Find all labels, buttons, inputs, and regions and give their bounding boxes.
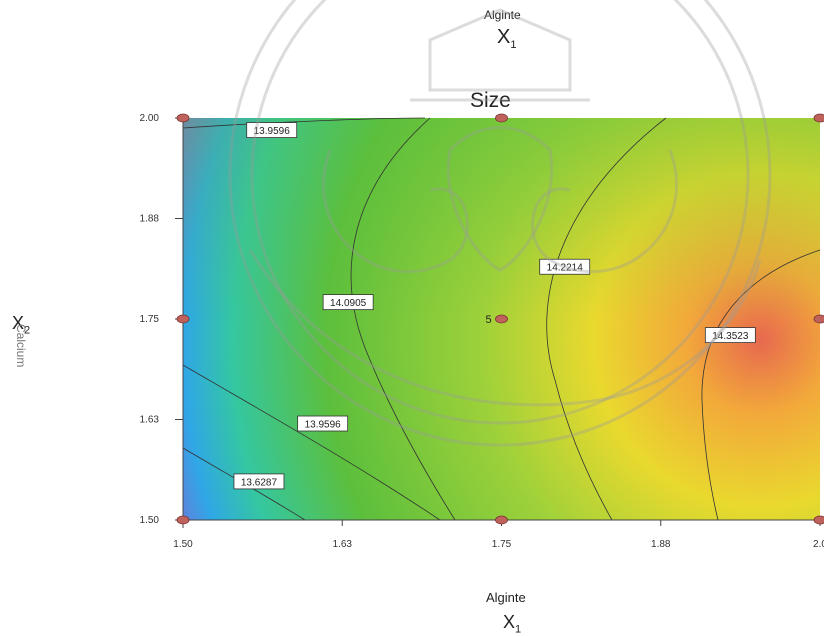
x-tick-label: 1.75 — [492, 539, 512, 550]
contour-line-14-3523 — [701, 249, 821, 521]
contour-label-text: 13.9596 — [305, 420, 342, 431]
contour-line-14-0905 — [350, 117, 456, 521]
x-axis-label: Alginte — [486, 590, 526, 605]
design-point — [176, 113, 190, 123]
contour-line-14-2214 — [546, 117, 667, 521]
y-tick-label: 2.00 — [140, 113, 160, 124]
design-point — [813, 314, 824, 324]
design-point — [176, 515, 190, 525]
design-point — [813, 113, 824, 123]
design-point — [176, 314, 190, 324]
design-points: 5 — [176, 113, 824, 525]
top-axis-name: Alginte — [484, 8, 521, 22]
y-tick-label: 1.63 — [140, 415, 160, 426]
x-tick-label: 1.50 — [173, 539, 193, 550]
top-axis-symbol-letter: X — [497, 26, 511, 48]
contour-label-text: 13.9596 — [254, 126, 291, 137]
contour-label-box — [322, 294, 374, 311]
contour-label: 14.0905 — [322, 294, 374, 311]
contour-label-text: 13.6287 — [241, 477, 278, 488]
x-tick-label: 1.63 — [333, 539, 353, 550]
y-tick-label: 1.88 — [140, 214, 160, 225]
x-axis-symbol: X1 — [503, 612, 521, 636]
design-point — [495, 314, 508, 324]
contour-line-13-9596-lower — [182, 364, 441, 521]
contour-label: 14.2214 — [539, 258, 591, 275]
contour-labels: 13.9596 14.0905 14.2214 14.3523 13.9596 13.62… — [233, 122, 756, 490]
contour-label-box — [233, 473, 285, 490]
design-point — [495, 515, 508, 525]
axes: 1.50 1.63 1.75 1.88 2.0 1.50 1.63 1.75 1.88 2.00 — [140, 113, 824, 550]
design-point — [495, 113, 508, 123]
contour-label-box — [246, 122, 298, 138]
y-axis-symbol-sub: 2 — [24, 324, 31, 337]
x-tick-label: 1.88 — [651, 539, 671, 550]
contour-label-box — [539, 258, 591, 275]
y-axis-symbol-letter: X — [12, 313, 25, 333]
chart-title: Size — [470, 89, 511, 112]
x-tick-label: 2.0 — [813, 539, 824, 550]
design-point — [813, 515, 824, 525]
contour-label: 13.6287 — [233, 473, 285, 490]
contour-label: 14.3523 — [704, 327, 756, 343]
contour-label-text: 14.2214 — [547, 263, 584, 274]
contour-label: 13.9596 — [297, 415, 349, 432]
y-axis-label: Calcium — [14, 324, 28, 368]
y-axis-symbol: X2 — [12, 313, 30, 337]
y-tick-label: 1.75 — [140, 314, 160, 325]
contour-label-text: 14.3523 — [712, 331, 749, 342]
x-axis-symbol-sub: 1 — [515, 623, 522, 636]
contour-lines — [182, 117, 821, 521]
top-axis-symbol: X1 — [497, 26, 516, 51]
contour-label: 13.9596 — [246, 122, 298, 138]
contour-label-box — [704, 327, 756, 343]
contour-line-13-9596-top — [182, 117, 426, 129]
x-axis-symbol-letter: X — [503, 612, 516, 632]
center-replicate-count: 5 — [486, 314, 492, 326]
y-tick-label: 1.50 — [140, 515, 160, 526]
contour-label-box — [297, 415, 349, 432]
top-axis-symbol-sub: 1 — [510, 39, 517, 51]
contour-label-text: 14.0905 — [330, 298, 367, 309]
